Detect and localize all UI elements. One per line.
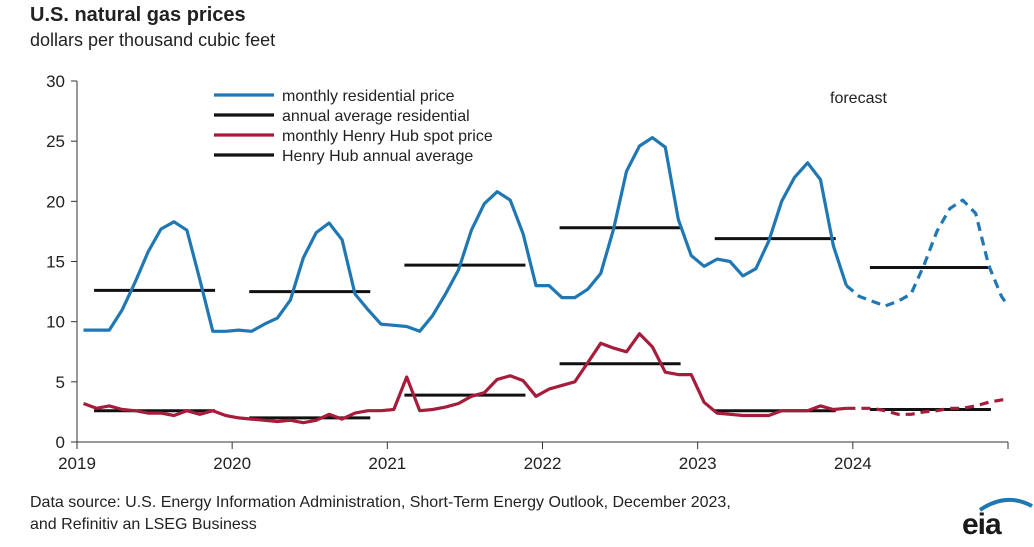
legend-label: monthly residential price: [282, 88, 455, 105]
legend-label: monthly Henry Hub spot price: [282, 128, 493, 145]
legend: monthly residential price annual average …: [214, 88, 493, 165]
x-tick-label: 2019: [58, 454, 96, 473]
y-tick-label: 5: [56, 373, 65, 392]
x-tick-label: 2023: [679, 454, 717, 473]
x-tick-label: 2021: [368, 454, 406, 473]
monthly-residential-price-line-forecast: [845, 198, 1010, 308]
henry-hub-spot-price-line: [82, 332, 847, 425]
y-tick-label: 25: [46, 132, 65, 151]
y-tick-label: 30: [46, 72, 65, 91]
axes: 0 5 10 15 20 25 30 2019 2020 2021 2022 2023 2024: [46, 72, 1009, 473]
legend-label: Henry Hub annual average: [282, 148, 473, 165]
annual-average-lines: [94, 226, 991, 420]
chart-subtitle: dollars per thousand cubic feet: [30, 30, 276, 50]
series-lines: [82, 136, 1010, 425]
y-tick-label: 10: [46, 313, 65, 332]
chart-title: U.S. natural gas prices: [30, 4, 246, 26]
henry-hub-spot-price-line-forecast: [846, 398, 1008, 416]
data-source-line-1: Data source: U.S. Energy Information Adm…: [30, 494, 731, 511]
x-tick-label: 2024: [834, 454, 872, 473]
monthly-residential-price-line: [83, 136, 848, 333]
data-source-line-2: and Refinitiv an LSEG Business: [30, 516, 257, 533]
y-tick-label: 15: [46, 253, 65, 272]
y-tick-label: 0: [56, 433, 65, 452]
x-tick-label: 2020: [213, 454, 251, 473]
x-tick-label: 2022: [524, 454, 562, 473]
eia-logo-arc: [978, 498, 1033, 512]
y-tick-label: 20: [46, 192, 65, 211]
legend-label: annual average residential: [282, 108, 470, 125]
eia-logo: eia: [962, 508, 1002, 541]
forecast-annotation: forecast: [830, 90, 887, 107]
